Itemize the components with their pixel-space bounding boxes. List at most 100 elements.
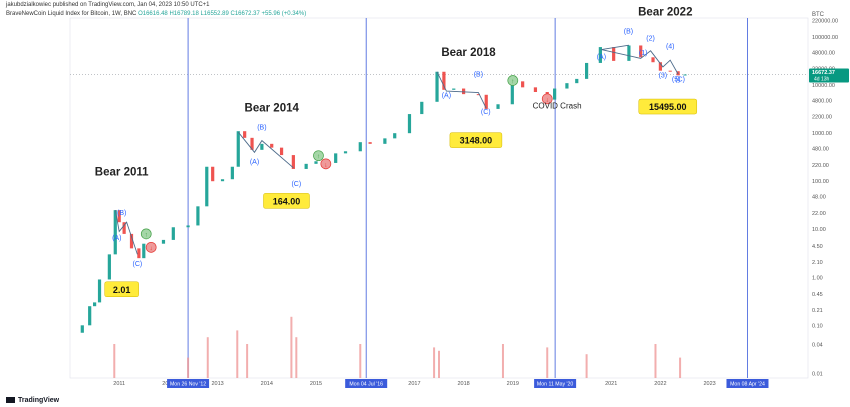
price-candle — [230, 166, 234, 180]
volume-bar — [546, 347, 549, 378]
price-candle — [117, 210, 121, 223]
wave-label: (C) — [291, 181, 301, 188]
year-tick-label: 2023 — [703, 381, 715, 387]
wave-label: (1) — [639, 50, 648, 57]
marker-arrow: ↑ — [317, 153, 320, 160]
year-tick-label: 2015 — [310, 381, 322, 387]
price-candle — [435, 71, 439, 102]
price-candle — [107, 254, 111, 280]
wave-label: (B) — [257, 124, 266, 131]
price-candle — [343, 151, 348, 154]
brand-name: TradingView — [18, 397, 60, 404]
price-candle — [279, 147, 284, 156]
price-candle — [113, 210, 117, 255]
year-tick-label: 2014 — [261, 381, 273, 387]
cycle-title: Bear 2014 — [245, 103, 300, 115]
current-price-tag — [809, 68, 849, 83]
price-candle — [442, 71, 446, 90]
halving-date-label: Mon 04 Jul '16 — [349, 382, 383, 388]
volume-bar — [359, 344, 362, 378]
price-candle — [334, 153, 338, 163]
volume-bar — [206, 337, 209, 378]
wave-label: (B) — [624, 28, 633, 35]
volume-bar — [438, 350, 440, 378]
price-candle — [565, 83, 569, 89]
volume-bar — [501, 344, 504, 378]
low-price-label: 3148.00 — [460, 136, 493, 146]
low-price-box — [638, 98, 698, 115]
buy-marker — [507, 75, 519, 86]
price-candle — [161, 239, 166, 244]
price-candle — [80, 325, 84, 333]
halving-date-tag — [345, 379, 388, 388]
wave-label: (4) — [666, 43, 675, 50]
tradingview-logo[interactable]: TradingView — [6, 397, 59, 404]
price-candle — [521, 81, 525, 88]
price-candle — [452, 88, 456, 90]
wave-label: (3) — [659, 72, 668, 79]
price-candle — [393, 133, 397, 139]
marker-arrow: ↑ — [145, 231, 148, 238]
halving-date-tag — [534, 379, 577, 388]
price-candle — [368, 142, 372, 144]
ohlc-values: O16616.48 H16789.18 L16552.89 C16672.37 … — [138, 11, 307, 17]
halving-date-label: Mon 08 Apr '24 — [730, 382, 765, 388]
price-candle — [93, 302, 97, 307]
price-candle — [171, 227, 175, 240]
price-candle — [510, 81, 514, 105]
low-price-box — [104, 281, 139, 298]
volume-bar — [585, 354, 588, 378]
price-candle — [575, 78, 579, 84]
price-candle — [270, 143, 274, 148]
price-candle — [314, 161, 318, 164]
price-tick-label: 0.45 — [812, 292, 823, 298]
price-tick-label: 48.00 — [812, 195, 826, 201]
year-tick-label: 2018 — [457, 381, 469, 387]
price-tick-label: 22.00 — [812, 211, 826, 217]
price-candle — [420, 101, 424, 115]
wave-label: (A) — [112, 235, 121, 242]
low-price-box — [263, 193, 310, 209]
price-candle — [533, 87, 538, 92]
price-candle — [88, 306, 92, 326]
price-candle — [462, 88, 466, 95]
marker-arrow: ↓ — [546, 96, 549, 103]
price-tick-label: 0.21 — [812, 308, 823, 314]
price-candle — [291, 155, 295, 169]
price-candle — [598, 47, 602, 63]
wave-label: (C) — [481, 109, 491, 116]
cycle-title: Bear 2011 — [95, 167, 149, 179]
volume-bar — [433, 347, 436, 378]
cycle-title: COVID Crash — [533, 101, 582, 110]
price-tick-label: 480.00 — [812, 146, 829, 152]
price-tick-label: 48000.00 — [812, 50, 835, 56]
marker-arrow: ↑ — [511, 78, 514, 85]
price-tick-label: 220000.00 — [812, 19, 838, 25]
price-tick-label: 0.10 — [812, 323, 823, 329]
price-tick-label: 2200.00 — [812, 115, 832, 121]
wave-label: (C) — [675, 76, 685, 83]
tradingview-mark-icon — [6, 397, 15, 404]
low-price-box — [449, 132, 503, 148]
price-candle — [585, 62, 589, 79]
price-candle — [651, 57, 655, 63]
marker-arrow: ↓ — [150, 245, 153, 252]
currency-label: BTC — [812, 12, 825, 18]
volume-bar — [187, 357, 190, 378]
volume-bar — [236, 330, 239, 378]
sell-marker — [541, 93, 553, 105]
price-candle — [304, 163, 308, 169]
year-tick-label: 2022 — [654, 381, 666, 387]
wave-label: (B) — [117, 210, 126, 217]
sell-marker — [145, 241, 157, 253]
price-candle — [496, 104, 500, 109]
year-tick-label: 2019 — [507, 381, 519, 387]
volume-bar — [654, 344, 657, 378]
wave-label: (A) — [597, 54, 606, 61]
year-tick-label: 2017 — [408, 381, 420, 387]
low-price-label: 15495.00 — [649, 102, 687, 112]
cycle-title: Bear 2022 — [638, 7, 692, 19]
price-candle — [186, 225, 190, 228]
price-candle — [236, 131, 240, 167]
